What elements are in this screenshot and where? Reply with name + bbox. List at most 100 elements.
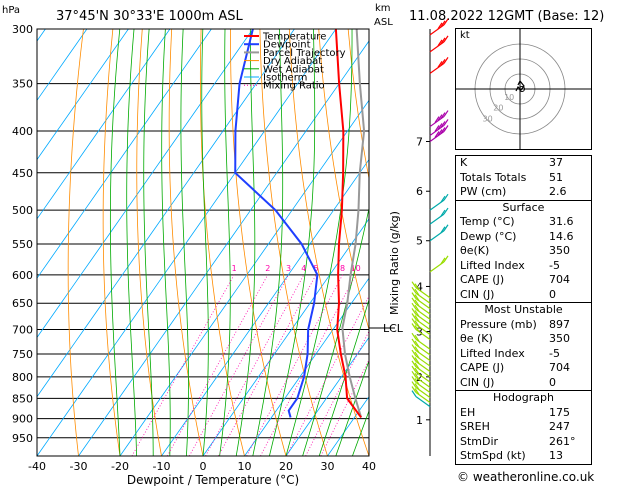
wind-barb: [429, 255, 449, 273]
wind-barb: [429, 119, 449, 136]
wind-barb: [411, 318, 431, 336]
mixing-ratio-line: [131, 274, 235, 456]
wind-barb: [411, 286, 431, 304]
index-value: 31.6: [549, 215, 574, 228]
index-row: Dewp (°C) 14.6: [456, 230, 591, 245]
index-value: 704: [549, 273, 570, 286]
isotherm-line: [285, 336, 369, 456]
legend-label: Mixing Ratio: [263, 81, 325, 92]
index-label: CIN (J): [460, 375, 495, 389]
wind-barb: [411, 376, 431, 393]
index-value: 247: [549, 420, 570, 433]
mixing-ratio-line: [189, 274, 289, 456]
wind-barb: [429, 193, 449, 211]
mixing-ratio-line: [286, 295, 369, 456]
index-row: Temp (°C) 31.6: [456, 215, 591, 230]
index-row: StmSpd (kt) 13: [456, 449, 591, 464]
index-label: StmSpd (kt): [460, 449, 526, 462]
index-label: Totals Totals: [460, 170, 527, 184]
kt-label: kt: [460, 30, 470, 41]
index-row: CAPE (J) 704: [456, 361, 591, 376]
dry-adiabat-line: [168, 29, 204, 456]
wet-adiabat-line: [219, 29, 231, 456]
mixing-ratio-line: [218, 274, 317, 456]
temperature-tick-label: -30: [70, 460, 88, 473]
index-row: K 37: [456, 156, 591, 171]
isotherm-line: [161, 158, 369, 456]
dry-adiabat-line: [259, 29, 328, 456]
index-value: 704: [549, 361, 570, 374]
mixing-ratio-line: [167, 274, 269, 456]
index-row: Totals Totals 51: [456, 171, 591, 186]
mixing-ratio-line: [320, 359, 369, 456]
km-label: km: [375, 3, 391, 14]
wet-adiabat-line: [161, 29, 171, 456]
index-label: StmDir: [460, 434, 499, 448]
index-row: θe (K) 350: [456, 332, 591, 347]
pressure-tick-label: 550: [12, 238, 33, 251]
wind-barb: [429, 57, 449, 74]
wet-adiabat-line: [126, 29, 137, 456]
wind-barb: [411, 297, 431, 315]
wind-barb: [411, 338, 431, 356]
pressure-tick-label: 650: [12, 297, 33, 310]
index-value: 261°: [549, 434, 576, 448]
mixing-ratio-axis-label: Mixing Ratio (g/kg): [388, 211, 401, 315]
index-value: -5: [549, 258, 560, 272]
wet-adiabat-line: [235, 29, 256, 456]
legend-label: Dewpoint: [263, 40, 311, 51]
mixing-ratio-label: 25: [407, 264, 417, 273]
wind-barb: [411, 281, 431, 299]
mixing-ratio-label: 8: [340, 264, 345, 273]
index-value: 13: [549, 449, 563, 462]
pressure-tick-label: 750: [12, 348, 33, 361]
index-row: CIN (J) 0: [456, 376, 591, 391]
mixing-ratio-label: 1: [232, 264, 237, 273]
wet-adiabat-line: [201, 29, 209, 456]
hodograph-panel: 10 20 30: [455, 28, 592, 150]
isotherm-line: [37, 29, 171, 220]
index-label: Dewp (°C): [460, 229, 517, 243]
mixing-ratio-label: 2: [265, 264, 270, 273]
asl-label: ASL: [374, 17, 393, 28]
index-value: 0: [549, 375, 556, 389]
datetime-title: 11.08.2022 12GMT (Base: 12): [409, 9, 605, 24]
hodograph-ring-label: 30: [483, 114, 493, 123]
wind-barb: [429, 110, 449, 128]
hodograph-ring-label: 10: [504, 93, 514, 102]
temperature-tick-label: 30: [321, 460, 335, 473]
wet-adiabat-line: [318, 298, 369, 456]
temperature-tick-label: -40: [28, 460, 46, 473]
index-row: EH 175: [456, 406, 591, 421]
wind-barb: [411, 302, 431, 320]
legend-label: Temperature: [262, 32, 326, 43]
pressure-tick-label: 900: [12, 413, 33, 426]
index-label: Lifted Index: [460, 346, 525, 360]
altitude-tick-label: 7: [416, 136, 423, 149]
isotherm-line: [37, 29, 129, 161]
index-label: Lifted Index: [460, 258, 525, 272]
hodograph-list: EH 175 SREH 247 StmDir 261° StmSpd (kt) 13: [456, 406, 591, 464]
wind-barb: [411, 349, 431, 367]
index-row: CAPE (J) 704: [456, 273, 591, 288]
pressure-tick-label: 700: [12, 324, 33, 337]
mixing-ratio-label: 3: [286, 264, 291, 273]
pressure-tick-label: 500: [12, 204, 33, 217]
hodograph-trace: [515, 79, 525, 92]
dry-adiabat-line: [102, 29, 121, 456]
wind-barb: [411, 365, 431, 383]
index-label: CAPE (J): [460, 361, 505, 374]
wind-barb: [429, 224, 449, 242]
index-value: -5: [549, 346, 560, 360]
index-value: 14.6: [549, 229, 574, 243]
pressure-tick-label: 350: [12, 78, 33, 91]
storm-motion-marker: [519, 86, 525, 92]
index-label: θe (K): [460, 332, 493, 345]
wind-barb: [411, 381, 431, 399]
pressure-tick-label: 400: [12, 125, 33, 138]
wet-adiabat-line: [109, 29, 121, 456]
wind-barb: [411, 313, 431, 330]
altitude-tick-label: 4: [416, 280, 423, 293]
dry-adiabat-line: [318, 29, 369, 332]
